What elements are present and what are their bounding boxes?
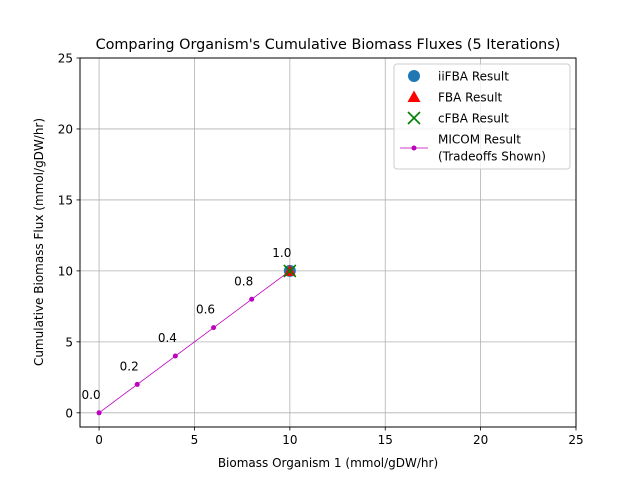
legend-marker-iifba xyxy=(408,70,420,82)
micom-point xyxy=(249,296,255,302)
legend-label-micom: MICOM Result xyxy=(438,133,521,147)
micom-point-label: 0.4 xyxy=(158,331,177,345)
y-tick-label: 10 xyxy=(58,264,73,278)
micom-point-label: 1.0 xyxy=(272,246,291,260)
x-tick-label: 0 xyxy=(95,433,103,447)
x-tick-label: 5 xyxy=(191,433,199,447)
micom-point-label: 0.2 xyxy=(120,359,139,373)
x-tick-label: 20 xyxy=(473,433,488,447)
legend-label-cfba: cFBA Result xyxy=(438,112,509,126)
micom-point-label: 0.8 xyxy=(234,274,253,288)
x-tick-label: 10 xyxy=(282,433,297,447)
legend-marker-fba xyxy=(407,90,421,102)
legend-marker-micom xyxy=(411,145,417,151)
axis-ticks: 0 5 10 15 20 25 0 5 10 15 20 25 xyxy=(58,52,584,448)
x-axis-label: Biomass Organism 1 (mmol/gDW/hr) xyxy=(218,456,438,470)
micom-tradeoff-line xyxy=(98,270,291,414)
legend-label-fba: FBA Result xyxy=(438,91,503,105)
y-tick-label: 5 xyxy=(65,335,73,349)
legend-box xyxy=(393,63,571,170)
legend-label-micom-line2: (Tradeoffs Shown) xyxy=(438,150,546,164)
x-tick-label: 15 xyxy=(378,433,393,447)
micom-point-label: 0.6 xyxy=(196,303,215,317)
y-tick-label: 15 xyxy=(58,193,73,207)
y-tick-label: 20 xyxy=(58,122,73,136)
x-tick-label: 25 xyxy=(568,433,583,447)
y-tick-label: 0 xyxy=(65,406,73,420)
micom-point xyxy=(96,410,102,416)
micom-point xyxy=(172,353,178,359)
micom-point xyxy=(211,325,217,331)
legend-label-iifba: iiFBA Result xyxy=(438,70,509,84)
plot-area xyxy=(79,57,577,428)
y-axis-label: Cumulative Biomass Flux (mmol/gDW/hr) xyxy=(32,118,46,366)
chart-title: Comparing Organism's Cumulative Biomass … xyxy=(96,37,561,53)
cfba-point-stroke xyxy=(283,264,297,278)
y-tick-label: 25 xyxy=(58,52,73,66)
legend: iiFBA Result FBA Result cFBA Result MICO… xyxy=(393,63,571,170)
series-layer: 0.0 0.2 0.4 0.6 0.8 1.0 xyxy=(82,246,297,416)
legend-marker-cfba xyxy=(407,111,421,125)
micom-point-label: 0.0 xyxy=(82,388,101,402)
micom-point xyxy=(134,381,140,387)
